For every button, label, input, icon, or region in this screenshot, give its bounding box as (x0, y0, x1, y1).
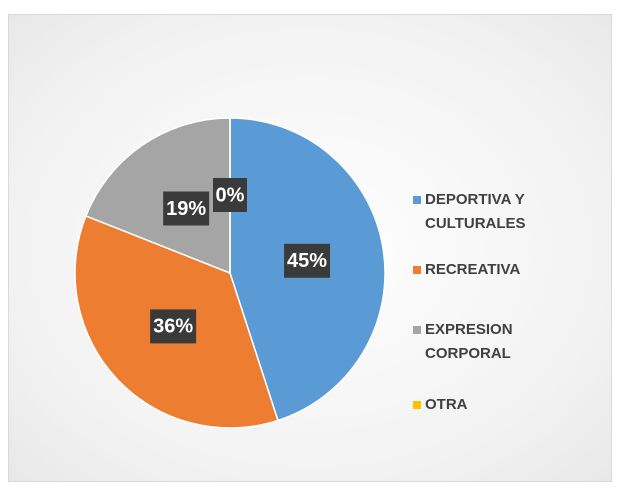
legend-swatch (413, 196, 421, 204)
data-label: 19% (166, 198, 206, 220)
legend-item: EXPRESION CORPORAL (413, 318, 585, 366)
legend-label: DEPORTIVA Y CULTURALES (425, 191, 526, 232)
data-label-box (284, 243, 331, 278)
legend-label: OTRA (425, 396, 468, 413)
data-label-box (163, 191, 210, 226)
legend-swatch (413, 401, 421, 409)
legend-item: DEPORTIVA Y CULTURALES (413, 188, 585, 236)
data-label: 45% (287, 250, 327, 272)
legend-label: EXPRESION CORPORAL (425, 321, 513, 362)
legend-swatch (413, 266, 421, 274)
data-label: 36% (153, 316, 193, 338)
data-label-box (213, 178, 247, 212)
data-label-box (150, 309, 197, 344)
pie-slice (84, 117, 231, 275)
legend-item: OTRA (413, 393, 585, 417)
data-label: 0% (216, 184, 245, 206)
legend-swatch (413, 326, 421, 334)
legend-item: RECREATIVA (413, 258, 585, 282)
legend-label: RECREATIVA (425, 261, 521, 278)
